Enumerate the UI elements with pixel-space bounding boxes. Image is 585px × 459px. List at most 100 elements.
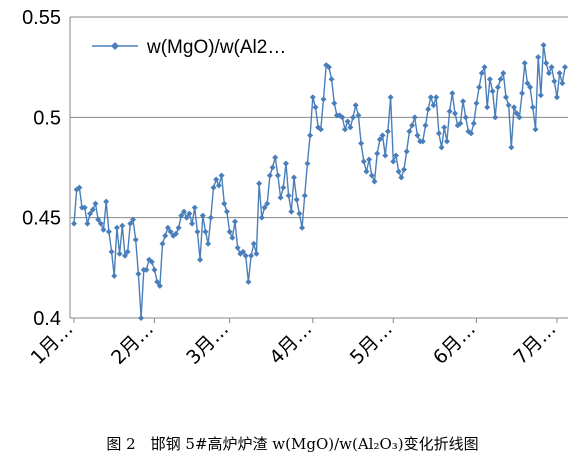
data-point [339,114,346,121]
data-point [103,198,110,205]
data-point [352,102,359,109]
data-point [218,172,225,179]
data-point [119,222,126,229]
data-point [87,210,94,217]
data-point [331,100,338,107]
data-point [301,192,308,199]
data-point [205,240,212,247]
data-point [543,60,550,67]
data-point [189,220,196,227]
data-point [425,106,432,113]
data-point [366,156,373,163]
data-point [387,94,394,101]
data-point [360,158,367,165]
data-point [256,180,263,187]
data-point [226,228,233,235]
data-point [511,104,518,111]
data-point [320,96,327,103]
data-point [100,226,107,233]
figure-caption: 图 2 邯钢 5#高炉炉渣 w(MgO)/w(Al₂O₃)变化折线图 [106,435,479,453]
data-point [508,144,515,151]
x-tick-label: 4月… [265,318,316,369]
data-point [261,204,268,211]
data-point [559,80,566,87]
data-point [553,94,560,101]
data-point [358,140,365,147]
data-point [328,76,335,83]
data-point [435,130,442,137]
data-point [116,250,123,257]
data-point [398,174,405,181]
data-point [406,128,413,135]
data-point [427,94,434,101]
y-axis-ticks: 0.4 0.45 0.5 0.55 [22,7,61,330]
data-point [489,88,496,95]
data-point [138,315,145,321]
data-point [213,176,220,183]
data-point [130,216,137,223]
data-point [532,126,539,133]
data-point [151,266,158,273]
data-point [438,144,445,151]
data-point [274,172,281,179]
data-point [341,126,348,133]
data-point [446,108,453,115]
data-point [269,164,276,171]
data-point [457,120,464,127]
data-point [191,204,198,211]
data-point [344,118,351,125]
data-point [430,102,437,109]
data-point [379,132,386,139]
data-point [355,112,362,119]
data-point [202,228,209,235]
data-point [181,208,188,215]
data-point [371,178,378,185]
data-point [132,236,139,243]
data-point [135,270,142,277]
data-point [245,278,252,285]
data-point [548,64,555,71]
data-point [156,282,163,289]
data-point [108,248,115,255]
data-point [105,228,112,235]
data-point [492,114,499,121]
plot-area [71,42,568,321]
data-point [433,94,440,101]
data-point [403,148,410,155]
data-point [277,194,284,201]
data-point [414,132,421,139]
data-point [462,114,469,121]
data-point [264,200,271,207]
data-point [296,210,303,217]
data-point [92,200,99,207]
data-point [478,70,485,77]
data-point [497,76,504,83]
data-point [186,210,193,217]
data-point [272,154,279,161]
data-point [288,208,295,215]
data-point [210,184,217,191]
data-point [409,122,416,129]
data-point [392,152,399,159]
data-point [304,160,311,167]
data-point [422,122,429,129]
data-point [113,224,120,231]
data-point [240,248,247,255]
data-point [84,220,91,227]
data-point [248,252,255,259]
data-point [159,240,166,247]
data-point [484,104,491,111]
data-point [529,104,536,111]
data-point [494,84,501,91]
legend-label: w(MgO)/w(Al2… [146,37,286,58]
data-point [486,76,493,83]
data-point [363,168,370,175]
data-point [121,252,128,259]
y-tick-label: 0.55 [22,7,61,29]
data-point [368,172,375,179]
data-point [162,232,169,239]
data-point [194,228,201,235]
y-tick-label: 0.4 [33,308,61,330]
data-point [124,248,131,255]
data-point [221,200,228,207]
